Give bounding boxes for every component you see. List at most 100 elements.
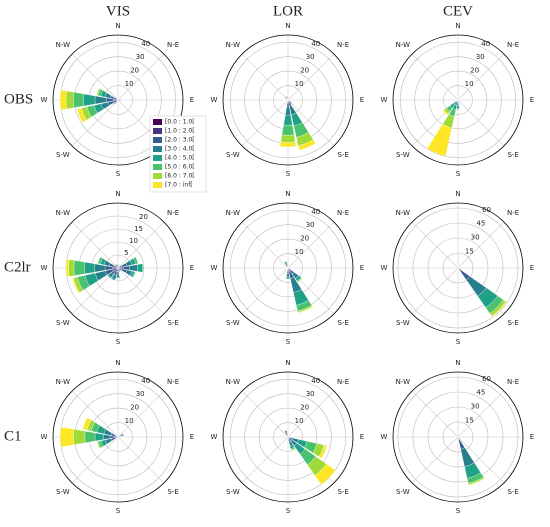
direction-label: E (360, 264, 364, 272)
direction-label: N-W (396, 378, 410, 386)
r-tick-label: 40 (311, 377, 320, 385)
wedge (442, 109, 449, 116)
r-tick-label: 30 (471, 403, 480, 411)
wedge (84, 431, 96, 443)
wedge (115, 434, 117, 436)
column-title: CEV (443, 3, 473, 19)
grid-circle (273, 253, 303, 283)
legend-swatch (153, 155, 162, 161)
r-tick-label: 40 (141, 377, 150, 385)
legend-label: [5.0 : 6.0[ (165, 164, 195, 171)
legend-swatch (153, 119, 162, 125)
column-title: LOR (273, 3, 303, 19)
spoke (411, 221, 459, 269)
legend-swatch (153, 137, 162, 143)
direction-label: N (115, 190, 120, 198)
direction-label: N (285, 190, 290, 198)
legend-swatch (153, 173, 162, 179)
wedge (279, 141, 297, 148)
direction-label: E (360, 433, 364, 441)
grid-circle (412, 391, 504, 483)
r-tick-label: 20 (300, 404, 309, 412)
spoke (457, 99, 505, 147)
direction-label: N-E (167, 209, 179, 217)
direction-label: E (190, 96, 194, 104)
wedge (297, 139, 316, 151)
direction-label: N-W (56, 378, 70, 386)
r-tick-label: 15 (134, 225, 143, 233)
direction-label: N-W (56, 41, 70, 49)
r-tick-label: 10 (465, 80, 474, 88)
wedge (73, 429, 86, 445)
direction-label: N-E (337, 209, 349, 217)
r-tick-label: 10 (295, 248, 304, 256)
spoke (287, 99, 335, 147)
direction-label: S-E (507, 319, 518, 327)
direction-label: W (381, 433, 388, 441)
wedge (94, 263, 106, 273)
grid-circle (414, 56, 502, 144)
grid-circle (244, 393, 332, 481)
direction-label: W (381, 264, 388, 272)
spoke (117, 267, 165, 315)
r-tick-label: 10 (295, 80, 304, 88)
spoke (287, 390, 335, 438)
grid-circle (229, 41, 347, 159)
wedge (286, 273, 290, 277)
direction-label: S (116, 170, 121, 178)
legend-label: [3.0 : 4.0[ (165, 146, 195, 153)
spoke (241, 390, 289, 438)
grid-circle (412, 222, 504, 314)
legend-label: [4.0 : 5.0[ (165, 155, 195, 162)
spoke (117, 436, 165, 484)
r-tick-label: 15 (465, 247, 474, 255)
grid-circle (443, 85, 473, 115)
wedge (116, 274, 120, 278)
wedge (291, 448, 296, 451)
spoke (411, 267, 459, 315)
direction-label: W (211, 264, 218, 272)
r-tick-label: 40 (311, 40, 320, 48)
direction-label: N-E (337, 41, 349, 49)
direction-label: N (455, 359, 460, 367)
direction-label: S-W (226, 319, 240, 327)
wedge (318, 444, 327, 459)
wedge (491, 301, 507, 317)
r-tick-label: 10 (129, 237, 138, 245)
wedge (285, 276, 291, 279)
r-tick-label: 30 (136, 53, 145, 61)
windrose: N N-E E S-E S S-W W N-W 510 15 20 (41, 190, 195, 346)
r-tick-label: 40 (481, 40, 490, 48)
direction-label: S-W (396, 319, 410, 327)
wedge (60, 426, 75, 448)
wedge (133, 271, 136, 278)
r-tick-label: 30 (136, 390, 145, 398)
row-label: C2lr (4, 259, 31, 275)
direction-label: S (456, 338, 461, 346)
wedge (137, 263, 143, 273)
direction-label: N (285, 359, 290, 367)
direction-label: E (190, 264, 194, 272)
grid-circle (397, 376, 519, 498)
wedge (113, 103, 115, 105)
grid-circle (244, 224, 332, 312)
wedge (76, 107, 87, 123)
spoke (241, 436, 289, 484)
direction-label: S-E (507, 488, 518, 496)
legend-label: [7.0 : inf[ (165, 182, 193, 189)
windrose: N N-E E S-E S S-W W N-W 10 20 30 40 (211, 359, 365, 515)
direction-label: W (41, 96, 48, 104)
windrose: N N-E E S-E S S-W W N-W 10 20 30 40 (41, 359, 195, 515)
direction-label: E (530, 264, 534, 272)
direction-label: S (286, 338, 291, 346)
legend-swatch (153, 182, 162, 188)
legend-label: [2.0 : 3.0[ (165, 137, 195, 144)
wedge (297, 306, 314, 314)
direction-label: S-W (226, 151, 240, 159)
wedge (96, 441, 100, 449)
direction-label: N-E (167, 41, 179, 49)
r-tick-label: 15 (465, 416, 474, 424)
direction-label: N (115, 22, 120, 30)
